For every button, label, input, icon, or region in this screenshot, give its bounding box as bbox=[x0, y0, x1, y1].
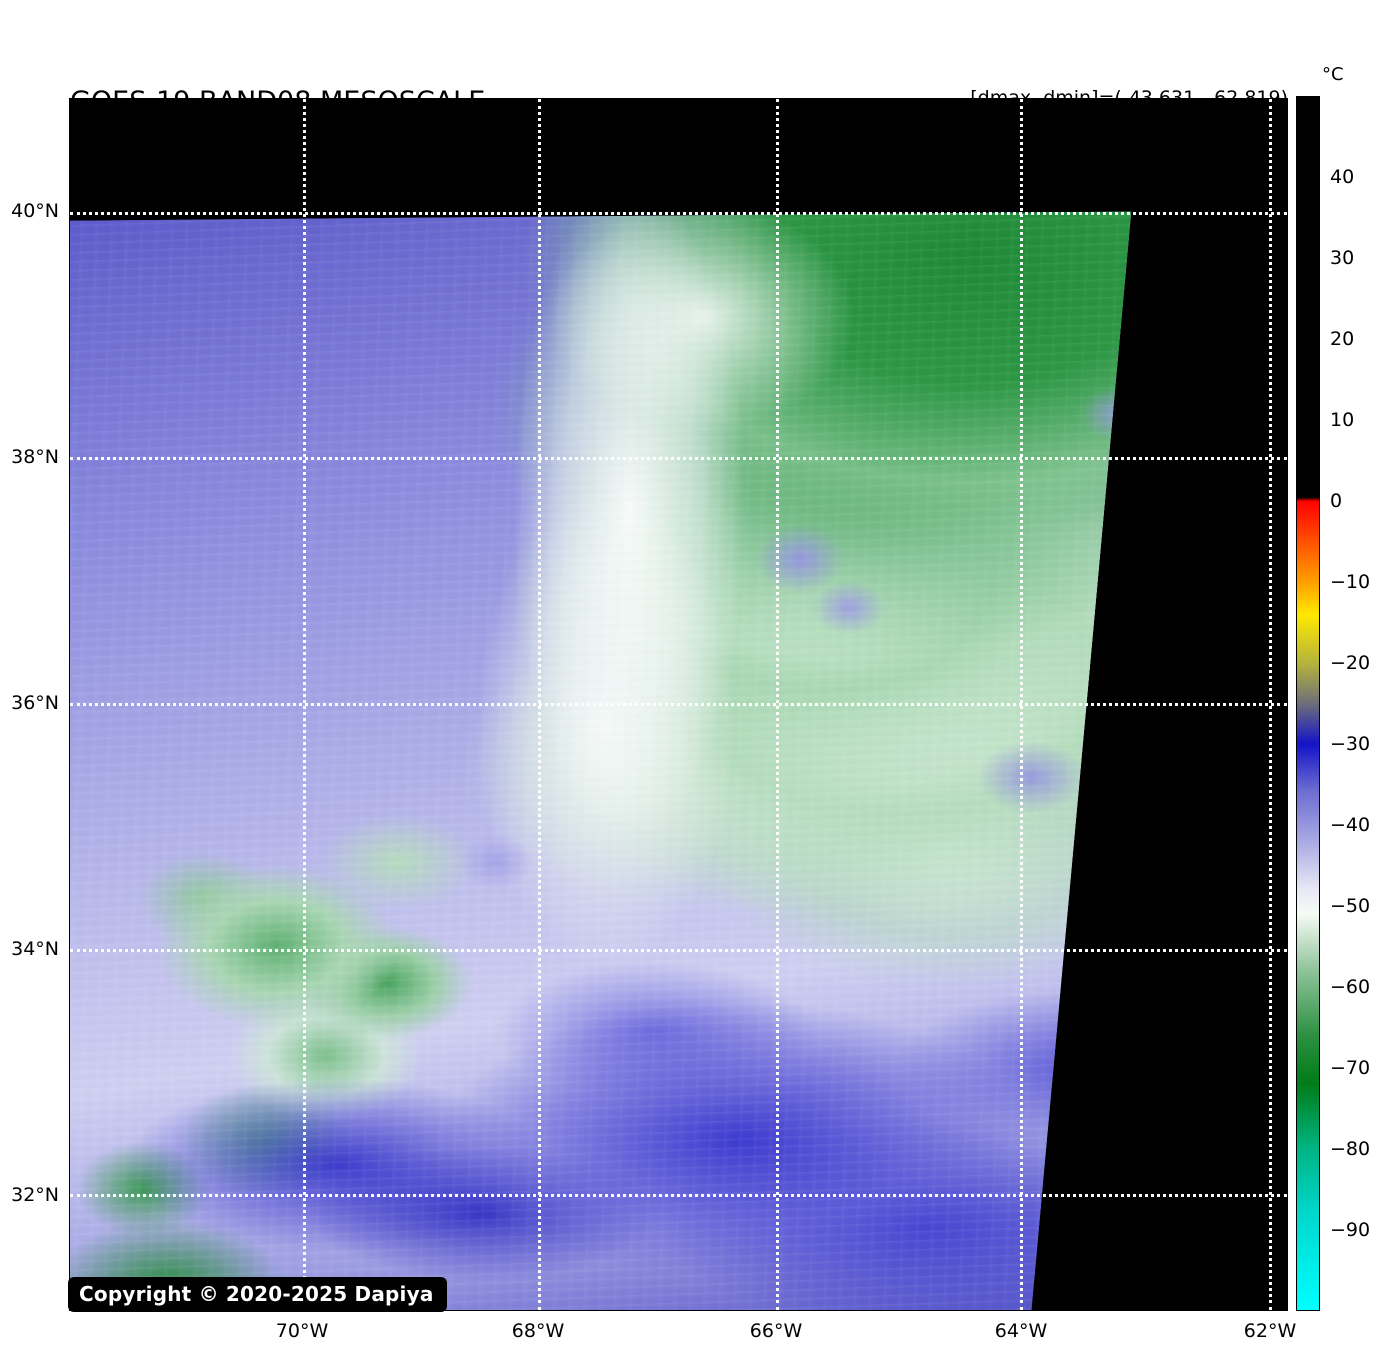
gridline-lat-32 bbox=[70, 1194, 1287, 1198]
satellite-image-plot[interactable] bbox=[69, 98, 1288, 1311]
cbar-tick-m10: −10 bbox=[1330, 571, 1371, 593]
sat-texture bbox=[70, 211, 1132, 1310]
lon-tick-70W: 70°W bbox=[275, 1320, 329, 1342]
lon-tick-68W: 68°W bbox=[511, 1320, 565, 1342]
colorbar[interactable] bbox=[1296, 96, 1320, 1311]
lat-tick-34N: 34°N bbox=[11, 938, 59, 960]
cbar-tick-m30: −30 bbox=[1330, 733, 1371, 755]
gridline-lat-34 bbox=[70, 948, 1287, 952]
cbar-tick-0: 0 bbox=[1330, 490, 1343, 512]
cbar-tick-40: 40 bbox=[1330, 166, 1355, 188]
cbar-tick-m70: −70 bbox=[1330, 1057, 1371, 1079]
cbar-tick-10: 10 bbox=[1330, 409, 1355, 431]
sat-lavender-pockets bbox=[70, 211, 1132, 1310]
lon-tick-66W: 66°W bbox=[749, 1320, 803, 1342]
lon-tick-64W: 64°W bbox=[994, 1320, 1048, 1342]
gridline-lat-38 bbox=[70, 457, 1287, 461]
satellite-data-wedge bbox=[70, 211, 1132, 1310]
cbar-tick-m40: −40 bbox=[1330, 814, 1371, 836]
gridline-lon-62 bbox=[1268, 99, 1272, 1310]
cbar-tick-30: 30 bbox=[1330, 247, 1355, 269]
lat-tick-32N: 32°N bbox=[11, 1184, 59, 1206]
lat-tick-36N: 36°N bbox=[11, 692, 59, 714]
cbar-tick-20: 20 bbox=[1330, 328, 1355, 350]
gridline-lon-66 bbox=[775, 99, 779, 1310]
cbar-tick-m60: −60 bbox=[1330, 976, 1371, 998]
colorbar-unit-label: °C bbox=[1322, 64, 1344, 85]
plot-inner bbox=[70, 99, 1287, 1310]
colorbar-gradient bbox=[1297, 97, 1319, 1310]
gridline-lon-70 bbox=[302, 99, 306, 1310]
cbar-tick-m20: −20 bbox=[1330, 652, 1371, 674]
lat-tick-38N: 38°N bbox=[11, 446, 59, 468]
cbar-tick-m50: −50 bbox=[1330, 895, 1371, 917]
gridline-lat-36 bbox=[70, 703, 1287, 707]
cbar-tick-m90: −90 bbox=[1330, 1219, 1371, 1241]
copyright-watermark: Copyright © 2020-2025 Dapiya bbox=[68, 1277, 447, 1312]
gridline-lon-68 bbox=[538, 99, 542, 1310]
lon-tick-62W: 62°W bbox=[1243, 1320, 1297, 1342]
lat-tick-40N: 40°N bbox=[11, 200, 59, 222]
gridline-lon-64 bbox=[1020, 99, 1024, 1310]
gridline-lat-40 bbox=[70, 211, 1287, 215]
cbar-tick-m80: −80 bbox=[1330, 1138, 1371, 1160]
